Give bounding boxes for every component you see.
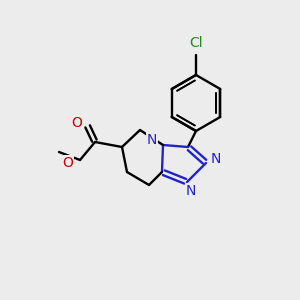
Text: N: N <box>211 152 221 166</box>
Text: O: O <box>72 116 83 130</box>
Text: N: N <box>147 133 157 147</box>
Text: N: N <box>186 184 196 198</box>
Text: O: O <box>63 156 74 170</box>
Text: Cl: Cl <box>189 36 203 50</box>
